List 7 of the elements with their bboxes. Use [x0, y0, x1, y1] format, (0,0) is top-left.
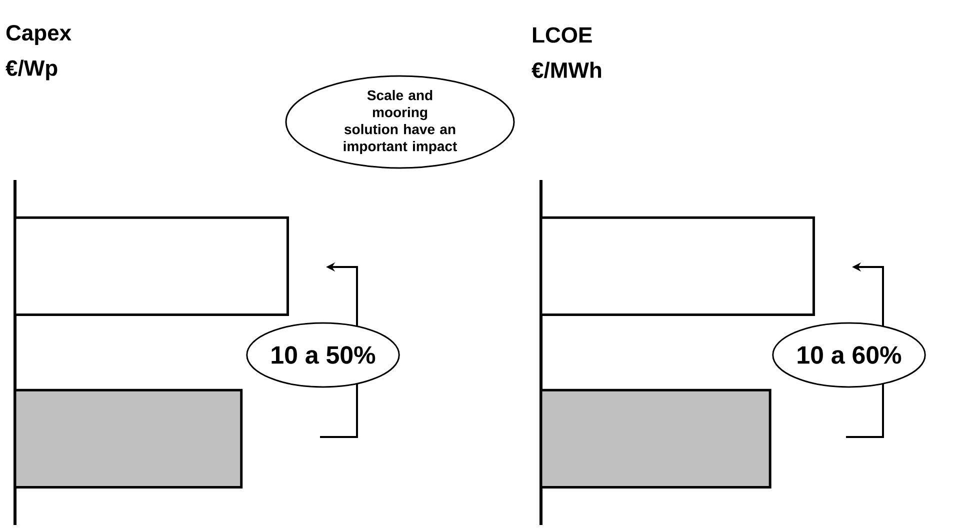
chart-subtitle: €/MWh [532, 62, 602, 78]
chart-title: LCOE [533, 27, 592, 43]
annotation: 10 a 50% [272, 346, 376, 364]
chart-title: Capex [6, 25, 72, 45]
text: Scale and mooring solution have an important impact [344, 90, 457, 154]
annotation: 10 a 60% [798, 346, 902, 364]
chart-subtitle: €/Wp [6, 60, 58, 80]
